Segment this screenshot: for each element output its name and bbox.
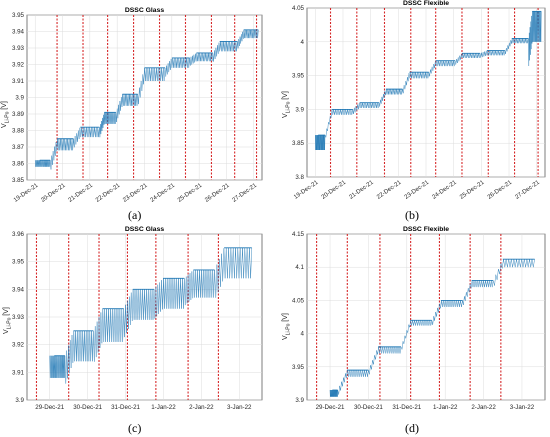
y-tick-label: 3.85 bbox=[292, 140, 305, 147]
y-axis-title-sub-c: Li-Po bbox=[6, 317, 13, 330]
x-tick-label: 19-Dec-21 bbox=[13, 182, 40, 203]
x-tick-label: 24-Dec-21 bbox=[150, 182, 177, 203]
x-tick-label: 22-Dec-21 bbox=[376, 179, 403, 200]
y-axis-title-main-c: V bbox=[3, 329, 10, 334]
x-tick-label: 23-Dec-21 bbox=[404, 179, 431, 200]
x-tick-label: 26-Dec-21 bbox=[204, 182, 231, 203]
chart-title: DSSC Flexible bbox=[403, 226, 449, 233]
x-tick-label: 20-Dec-21 bbox=[321, 179, 348, 200]
x-tick-label: 3-Jan-22 bbox=[227, 404, 252, 411]
y-tick-label: 4.1 bbox=[295, 264, 304, 271]
x-tick-label: 1-Jan-22 bbox=[433, 404, 458, 411]
y-axis-title-sub-a: Li-Po bbox=[4, 111, 11, 124]
chart-panel-a: 3.85 3.86 3.87 3.88 3.89 3.9 3.91 3.92 3.93 3.94 3… bbox=[0, 0, 275, 222]
y-tick-label: 3.8 bbox=[295, 174, 304, 181]
chart-title: DSSC Glass bbox=[125, 7, 165, 14]
series-segment bbox=[329, 389, 338, 397]
x-tick-label: 21-Dec-21 bbox=[348, 179, 375, 200]
chart-svg-a: 3.85 3.86 3.87 3.88 3.89 3.9 3.91 3.92 3.93 3.94 3… bbox=[12, 7, 263, 204]
chart-svg-b: 3.8 3.85 3.9 3.95 4 4.05 19-Dec-21 20-Dec-21 21-… bbox=[292, 0, 546, 201]
y-axis-title-main-d: V bbox=[282, 335, 289, 340]
y-tick-label: 3.91 bbox=[12, 78, 25, 85]
y-tick-label: 3.92 bbox=[12, 342, 25, 349]
y-tick-label: 3.95 bbox=[292, 364, 305, 371]
y-axis-title-d: VLi-Po [V] bbox=[282, 313, 291, 340]
x-tick-label: 22-Dec-21 bbox=[95, 182, 122, 203]
x-tick-label: 3-Jan-22 bbox=[510, 404, 535, 411]
y-tick-label: 3.94 bbox=[12, 29, 25, 36]
x-tick-label: 24-Dec-21 bbox=[431, 179, 458, 200]
x-tick-label: 26-Dec-21 bbox=[487, 179, 514, 200]
x-tick-label: 19-Dec-21 bbox=[293, 179, 320, 200]
y-tick-label: 3.9 bbox=[15, 397, 24, 404]
chart-svg-d: 3.9 3.95 4 4.05 4.1 4.15 29-Dec-21 30-Dec-21 31-… bbox=[292, 226, 546, 411]
y-tick-label: 3.9 bbox=[295, 106, 304, 113]
y-axis-title-unit-a: [V] bbox=[1, 101, 8, 110]
chart-svg-c: 3.9 3.91 3.92 3.93 3.94 3.95 3.96 29-Dec-21 30-D… bbox=[12, 226, 263, 411]
panel-label-b: (b) bbox=[405, 208, 419, 222]
x-tick-label: 30-Dec-21 bbox=[73, 404, 102, 411]
panel-label-c: (c) bbox=[128, 421, 142, 435]
x-tick-label: 23-Dec-21 bbox=[122, 182, 149, 203]
series-segment bbox=[315, 135, 326, 151]
y-axis-title-a: VLi-Po [V] bbox=[1, 101, 10, 128]
y-tick-label: 3.9 bbox=[15, 95, 24, 102]
plot-area bbox=[306, 233, 546, 401]
y-tick-label: 4 bbox=[301, 331, 305, 338]
y-tick-label: 3.88 bbox=[12, 128, 25, 135]
y-tick-label: 3.9 bbox=[295, 397, 304, 404]
voltage-series bbox=[34, 29, 259, 170]
y-tick-label: 3.92 bbox=[12, 62, 25, 69]
y-axis-title-sub-d: Li-Po bbox=[285, 323, 292, 336]
voltage-series bbox=[49, 247, 253, 384]
x-tick-label: 27-Dec-21 bbox=[514, 179, 541, 200]
y-tick-label: 3.95 bbox=[292, 73, 305, 80]
voltage-series bbox=[315, 10, 542, 151]
y-tick-label: 3.95 bbox=[12, 259, 25, 266]
y-tick-label: 3.95 bbox=[12, 12, 25, 19]
x-tick-label: 31-Dec-21 bbox=[111, 404, 140, 411]
y-tick-label: 3.94 bbox=[12, 286, 25, 293]
chart-panel-d: 3.9 3.95 4 4.05 4.1 4.15 29-Dec-21 30-Dec-21 31-… bbox=[275, 222, 550, 437]
chart-panel-b: 3.8 3.85 3.9 3.95 4 4.05 19-Dec-21 20-Dec-21 21-… bbox=[275, 0, 550, 222]
chart-title: DSSC Glass bbox=[125, 226, 165, 233]
y-axis-title-c: VLi-Po [V] bbox=[3, 307, 12, 334]
y-tick-label: 3.87 bbox=[12, 144, 25, 151]
x-tick-label: 31-Dec-21 bbox=[392, 404, 421, 411]
y-axis-title-unit-d: [V] bbox=[282, 313, 289, 322]
y-tick-label: 3.86 bbox=[12, 161, 25, 168]
x-tick-label: 2-Jan-22 bbox=[189, 404, 214, 411]
x-tick-label: 2-Jan-22 bbox=[471, 404, 496, 411]
x-tick-label: 25-Dec-21 bbox=[459, 179, 486, 200]
chart-title: DSSC Flexible bbox=[403, 0, 449, 7]
y-tick-label: 3.91 bbox=[12, 369, 25, 376]
voltage-series bbox=[329, 258, 535, 397]
x-tick-label: 29-Dec-21 bbox=[35, 404, 64, 411]
y-tick-label: 4.15 bbox=[292, 231, 305, 238]
y-axis-title-main-a: V bbox=[1, 123, 8, 128]
panel-label-a: (a) bbox=[128, 208, 142, 222]
x-tick-label: 27-Dec-21 bbox=[232, 182, 259, 203]
y-tick-label: 3.93 bbox=[12, 314, 25, 321]
y-tick-label: 3.93 bbox=[12, 45, 25, 52]
y-axis-title-unit-b: [V] bbox=[282, 91, 289, 100]
y-axis-title-sub-b: Li-Po bbox=[285, 101, 292, 114]
y-tick-label: 4.05 bbox=[292, 5, 305, 12]
x-tick-label: 30-Dec-21 bbox=[354, 404, 383, 411]
y-axis-title-b: VLi-Po [V] bbox=[282, 91, 291, 118]
y-tick-label: 4.05 bbox=[292, 297, 305, 304]
y-tick-label: 3.96 bbox=[12, 231, 25, 238]
y-tick-label: 3.89 bbox=[12, 111, 25, 118]
x-tick-label: 29-Dec-21 bbox=[316, 404, 345, 411]
chart-panel-c: 3.9 3.91 3.92 3.93 3.94 3.95 3.96 29-Dec-21 30-D… bbox=[0, 222, 275, 437]
panel-label-d: (d) bbox=[405, 421, 419, 435]
y-axis-title-main-b: V bbox=[282, 113, 289, 118]
y-tick-label: 4 bbox=[301, 39, 305, 46]
x-tick-label: 1-Jan-22 bbox=[151, 404, 176, 411]
y-axis-title-unit-c: [V] bbox=[3, 307, 10, 316]
y-tick-label: 3.85 bbox=[12, 177, 25, 184]
x-tick-label: 25-Dec-21 bbox=[177, 182, 204, 203]
x-tick-label: 20-Dec-21 bbox=[40, 182, 67, 203]
x-tick-label: 21-Dec-21 bbox=[68, 182, 95, 203]
